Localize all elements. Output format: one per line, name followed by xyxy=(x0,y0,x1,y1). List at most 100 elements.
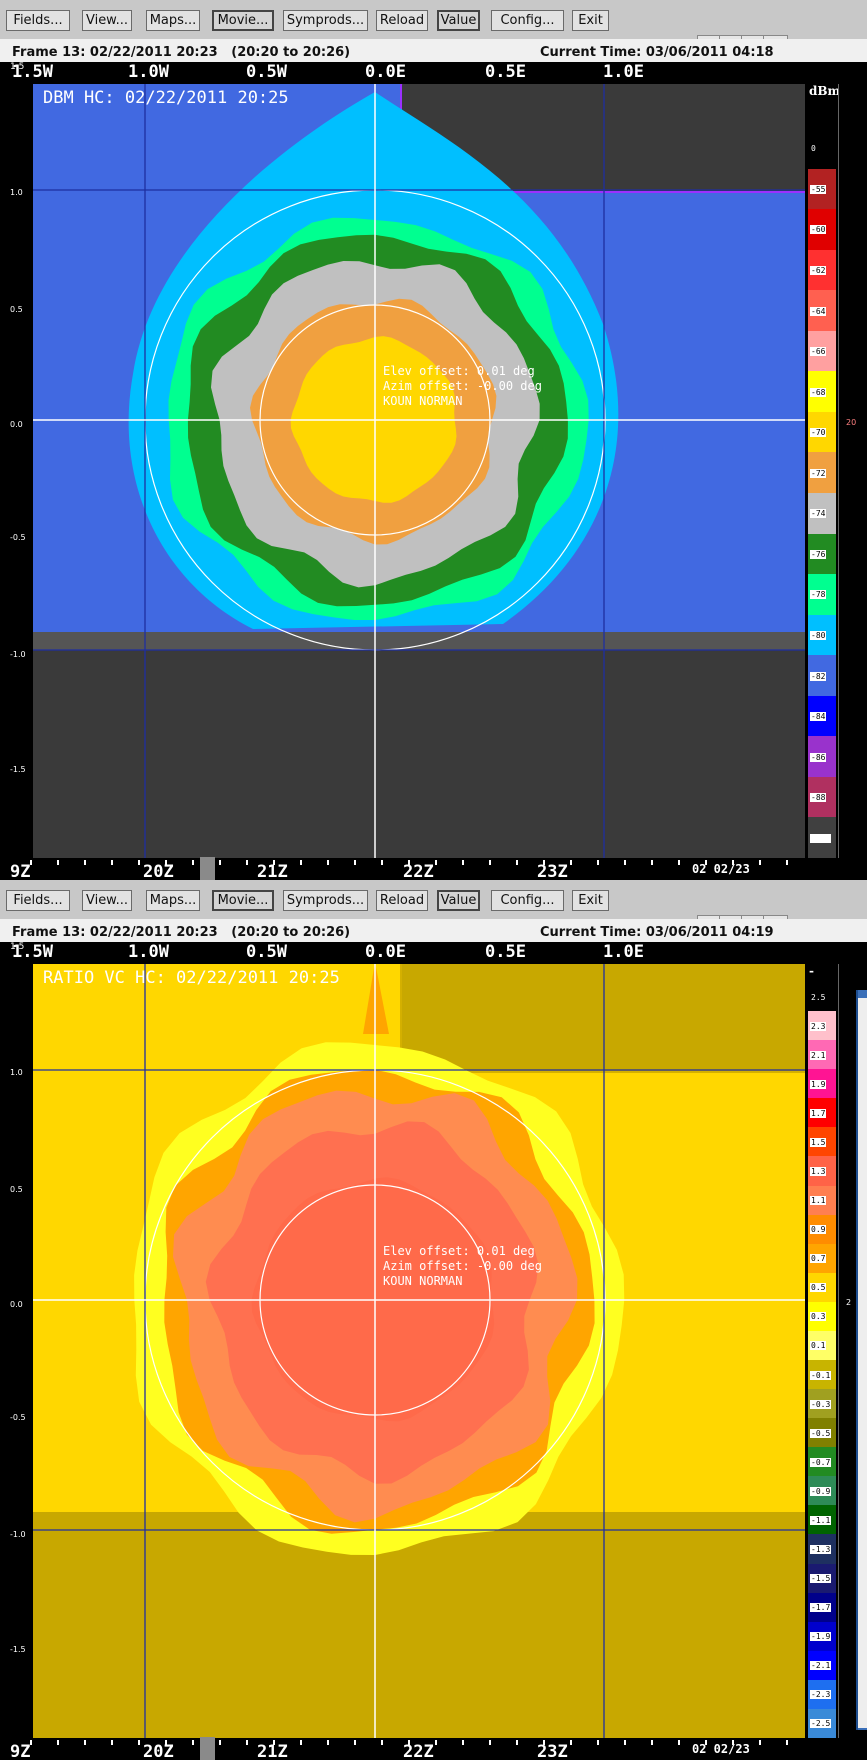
toolbar-button-value[interactable]: Value xyxy=(437,890,480,911)
radar-panel-ratio: Fields... View... Maps... Movie... Symprods.… xyxy=(0,880,867,1760)
time-tick xyxy=(192,1740,194,1745)
time-tick xyxy=(705,860,707,865)
toolbar-button-fields[interactable]: Fields... xyxy=(6,10,70,31)
toolbar-button-symprods[interactable]: Symprods... xyxy=(283,890,368,911)
time-tick xyxy=(138,1740,140,1745)
overlay-line: KOUN NORMAN xyxy=(383,394,463,408)
colorbar-label: -1.7 xyxy=(810,1603,832,1613)
colorbar-label: -64 xyxy=(810,306,827,316)
colorbar-label: -78 xyxy=(810,590,827,600)
longitude-label: 0.5E xyxy=(485,942,526,962)
time-tick xyxy=(570,860,572,865)
colorbar-label: -74 xyxy=(810,509,827,519)
time-tick xyxy=(246,1740,248,1745)
time-tick xyxy=(408,1740,410,1745)
colorbar-label: -1.9 xyxy=(810,1632,832,1642)
time-tick xyxy=(489,860,491,865)
latitude-label: 0.5 xyxy=(10,305,23,314)
time-tick xyxy=(624,860,626,865)
time-axis: 9Z 20Z 21Z 22Z 23Z 02 02/23 xyxy=(0,1738,810,1760)
longitude-label: 1.5W xyxy=(12,942,53,962)
latitude-label: -1.5 xyxy=(10,1645,26,1654)
time-tick xyxy=(84,1740,86,1745)
latitude-label: -0.5 xyxy=(10,1413,26,1422)
longitude-label: 1.0W xyxy=(128,62,169,82)
latitude-corner-label: 1.5 xyxy=(10,62,25,72)
time-slider-handle[interactable] xyxy=(200,1737,215,1760)
latitude-label: 0.0 xyxy=(10,420,23,429)
time-tick xyxy=(462,1740,464,1745)
time-tick xyxy=(516,860,518,865)
latitude-label: 1.0 xyxy=(10,188,23,197)
colorbar-label: -62 xyxy=(810,265,827,275)
overlay-line: Elev offset: 0.01 deg xyxy=(383,1244,535,1258)
frame-text: Frame 13: 02/22/2011 20:23 (20:20 to 20:… xyxy=(12,45,351,60)
toolbar-button-maps[interactable]: Maps... xyxy=(146,890,200,911)
toolbar-button-config[interactable]: Config... xyxy=(491,10,564,31)
colorbar-units: dBm xyxy=(809,84,841,98)
time-tick xyxy=(111,860,113,865)
latitude-label: -1.0 xyxy=(10,650,26,659)
toolbar-button-symprods[interactable]: Symprods... xyxy=(283,10,368,31)
time-tick xyxy=(651,860,653,865)
time-tick xyxy=(732,860,734,865)
colorbar-label: -1.5 xyxy=(810,1574,832,1584)
colorbar-label: -0.1 xyxy=(810,1370,832,1380)
radar-plot[interactable]: RATIO VC HC: 02/22/2011 20:25 Elev offset… xyxy=(33,964,805,1738)
longitude-label: 0.0E xyxy=(365,62,406,82)
colorbar-label: -82 xyxy=(810,671,827,681)
colorbar-label: 1.3 xyxy=(810,1167,827,1176)
time-label: 23Z xyxy=(537,1742,568,1760)
frame-info-bar: Frame 13: 02/22/2011 20:23 (20:20 to 20:… xyxy=(0,39,867,62)
toolbar-button-reload[interactable]: Reload xyxy=(376,890,428,911)
toolbar-button-movie[interactable]: Movie... xyxy=(212,890,274,911)
time-tick xyxy=(192,860,194,865)
latitude-label: -0.5 xyxy=(10,533,26,542)
colorbar-label: 1.1 xyxy=(810,1196,827,1206)
time-tick xyxy=(786,1740,788,1745)
time-slider-handle[interactable] xyxy=(200,857,215,880)
side-strip xyxy=(838,84,867,858)
time-label: 21Z xyxy=(257,862,288,880)
toolbar-button-movie[interactable]: Movie... xyxy=(212,10,274,31)
radar-offset-overlay: Elev offset: 0.01 deg Azim offset: -0.00 … xyxy=(383,364,542,409)
time-end-label: 02 02/23 xyxy=(692,1742,750,1756)
overlay-line: Azim offset: -0.00 deg xyxy=(383,1259,542,1273)
colorbar-label: -0.5 xyxy=(810,1428,832,1438)
side-value: 2 xyxy=(846,1298,852,1307)
longitude-label: 0.5W xyxy=(246,942,287,962)
time-tick xyxy=(327,1740,329,1745)
longitude-label: 1.5W xyxy=(12,62,53,82)
time-tick xyxy=(489,1740,491,1745)
toolbar-button-config[interactable]: Config... xyxy=(491,890,564,911)
time-tick xyxy=(381,1740,383,1745)
time-tick xyxy=(246,860,248,865)
colorbar-label: 1.7 xyxy=(810,1108,827,1118)
plot-title: RATIO VC HC: 02/22/2011 20:25 xyxy=(43,968,340,988)
longitude-label: 1.0E xyxy=(603,942,644,962)
time-label: 9Z xyxy=(10,1742,31,1760)
colorbar-label: -2.5 xyxy=(810,1719,832,1729)
time-tick xyxy=(57,860,59,865)
toolbar-button-exit[interactable]: Exit xyxy=(572,10,609,31)
toolbar-button-view[interactable]: View... xyxy=(82,10,132,31)
current-time: Current Time: 03/06/2011 04:19 xyxy=(540,925,774,940)
colorbar-label: -0.9 xyxy=(810,1486,832,1496)
time-tick xyxy=(327,860,329,865)
time-end-label: 02 02/23 xyxy=(692,862,750,876)
toolbar-button-maps[interactable]: Maps... xyxy=(146,10,200,31)
frame-info-bar: Frame 13: 02/22/2011 20:23 (20:20 to 20:… xyxy=(0,919,867,942)
radar-plot[interactable]: DBM HC: 02/22/2011 20:25 Elev offset: 0.0… xyxy=(33,84,805,858)
time-label: 20Z xyxy=(143,862,174,880)
colorbar-label: -2.1 xyxy=(810,1661,832,1671)
latitude-label: 0.0 xyxy=(10,1300,23,1309)
toolbar-button-fields[interactable]: Fields... xyxy=(6,890,70,911)
toolbar-button-value[interactable]: Value xyxy=(437,10,480,31)
time-tick xyxy=(570,1740,572,1745)
toolbar-button-view[interactable]: View... xyxy=(82,890,132,911)
colorbar-label: 2.5 xyxy=(810,992,827,1002)
toolbar-button-exit[interactable]: Exit xyxy=(572,890,609,911)
colorbar-label: 2.1 xyxy=(810,1050,827,1060)
plot-title: DBM HC: 02/22/2011 20:25 xyxy=(43,88,289,108)
toolbar-button-reload[interactable]: Reload xyxy=(376,10,428,31)
